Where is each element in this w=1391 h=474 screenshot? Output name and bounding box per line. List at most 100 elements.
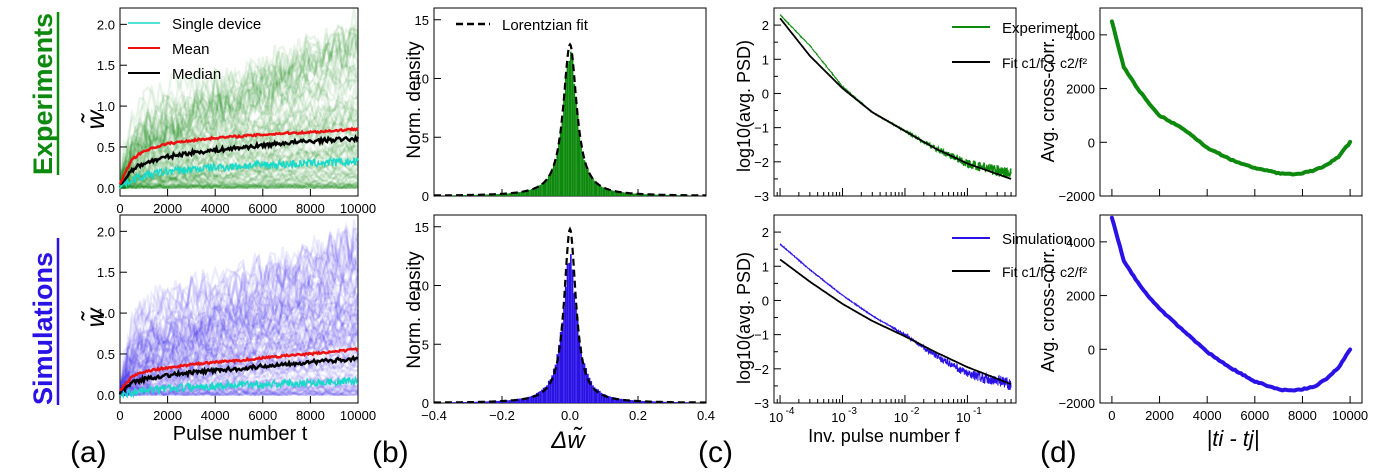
a-sim-axes: 0.0 0.5 1.0 1.5 2.0 0 2000 4000 6000 8000 10000 — [97, 214, 376, 423]
b-exp-histogram-bar — [519, 192, 521, 196]
c-sim-xtick-exponent: -3 — [848, 406, 857, 417]
b-exp-histogram-bar — [614, 191, 616, 196]
b-exp-histogram-bar — [532, 188, 535, 196]
a-sim-device-trace — [118, 269, 360, 387]
b-exp-histogram-bar — [615, 191, 618, 196]
a-exp-device-trace — [119, 23, 359, 173]
b-sim-histogram-bar — [588, 377, 591, 403]
b-sim-histogram-bar — [665, 401, 667, 403]
a-sim-device-trace — [118, 314, 359, 394]
a-exp-device-trace — [119, 183, 359, 190]
a-exp-device-trace — [119, 8, 360, 178]
d-sim-xtick-label: 10000 — [1332, 408, 1368, 423]
b-sim-histogram-bar — [629, 400, 632, 403]
b-sim-histogram-bar — [631, 400, 633, 403]
b-exp-histogram-bar — [626, 192, 628, 196]
a-exp-device-trace — [118, 104, 359, 189]
b-exp-histogram-bar — [593, 180, 596, 196]
b-exp-histogram-bar — [583, 160, 586, 196]
a-sim-device-trace — [119, 359, 358, 396]
b-sim-histogram-bar — [585, 367, 587, 403]
b-exp-histogram-bar — [554, 159, 557, 196]
b-exp-histogram-bar — [515, 192, 518, 196]
a-exp-xtick-label: 4000 — [201, 201, 230, 216]
b-sim-histogram-bar — [604, 394, 606, 403]
legend-c-sim-fit: Fit c1/f + c2/f² — [1002, 264, 1088, 280]
b-exp-histogram-bar — [517, 192, 519, 196]
b-sim-xtick-label: 0.0 — [561, 408, 579, 423]
a-sim-device-trace — [119, 312, 359, 393]
b-sim-ytick-label: 0 — [422, 396, 429, 411]
b-exp-histogram-bar — [486, 194, 489, 196]
a-sim-device-trace — [119, 334, 360, 394]
b-exp-axes: 0 5 10 15 — [415, 7, 707, 204]
a-sim-device-trace — [118, 245, 360, 396]
a-exp-device-trace — [119, 159, 359, 187]
panel-c-exp-ylabel: log10(avg. PSD) — [734, 40, 754, 172]
c-exp-axes: −3 −2 −1 0 1 2 — [754, 7, 1017, 204]
a-sim-device-trace — [118, 294, 360, 396]
b-sim-xtick-label: 0.2 — [629, 408, 647, 423]
b-sim-lorentzian-fit — [434, 226, 706, 404]
c-exp-ytick-label: 2 — [762, 18, 769, 33]
b-sim-histogram-bar — [537, 391, 540, 403]
c-exp-ytick-label: −3 — [754, 189, 769, 204]
b-exp-histogram-bar — [498, 193, 501, 196]
a-sim-ytick-label: 1.5 — [97, 265, 115, 280]
b-exp-histogram-bar — [607, 189, 610, 196]
a-sim-xtick-label: 4000 — [201, 408, 230, 423]
d-exp-ytick-label: 0 — [1088, 135, 1095, 150]
a-exp-device-trace — [119, 179, 359, 190]
a-exp-device-trace — [118, 64, 360, 180]
c-sim-ytick-label: 1 — [762, 259, 769, 274]
b-exp-histogram-bar — [677, 195, 679, 196]
a-exp-single-device-line — [119, 155, 359, 189]
a-sim-device-trace — [118, 300, 359, 392]
a-sim-xtick-label: 0 — [116, 408, 123, 423]
b-exp-histogram-bar — [609, 189, 611, 196]
b-sim-histogram-bar — [609, 396, 611, 403]
b-exp-histogram-bar — [534, 188, 536, 196]
a-exp-device-trace — [118, 26, 359, 188]
b-sim-ytick-label: 15 — [415, 220, 429, 235]
c-sim-xtick-label: 10 — [831, 410, 845, 425]
a-sim-xtick-label: 2000 — [153, 408, 182, 423]
b-exp-histogram-bar — [505, 193, 508, 196]
b-sim-histogram-bar — [524, 397, 526, 403]
b-sim-histogram-bar — [547, 380, 550, 403]
a-exp-device-trace — [118, 22, 360, 189]
c-sim-xtick-exponent: -4 — [786, 406, 795, 417]
b-sim-histogram-bar — [561, 322, 564, 403]
a-exp-device-trace — [118, 60, 359, 188]
a-sim-device-trace — [120, 390, 359, 397]
b-sim-histogram-bar — [597, 389, 599, 403]
b-sim-histogram-bar — [507, 400, 509, 403]
b-sim-histogram-bar — [563, 308, 565, 403]
b-sim-ytick-label: 10 — [415, 279, 429, 294]
a-exp-device-trace — [118, 50, 360, 188]
a-exp-axes: 0.0 0.5 1.0 1.5 2.0 0 2000 4000 6000 8000 10000 — [97, 7, 376, 216]
b-exp-histogram-bar — [632, 193, 635, 196]
a-exp-device-trace — [119, 183, 359, 190]
a-exp-device-trace — [120, 180, 359, 190]
b-exp-histogram-bar — [530, 189, 533, 196]
d-exp-frame — [1099, 7, 1363, 197]
b-exp-histogram-bar — [541, 183, 543, 196]
b-sim-histogram-bar — [615, 397, 618, 403]
d-sim-frame — [1099, 214, 1363, 404]
a-sim-device-trace — [119, 298, 360, 393]
b-sim-xtick-label: −0.4 — [421, 408, 447, 423]
d-sim-ytick-label: −2000 — [1058, 396, 1095, 411]
a-exp-device-trace — [119, 135, 359, 185]
b-exp-histogram-bar — [629, 193, 632, 196]
b-exp-histogram — [451, 51, 689, 197]
d-sim-ytick-label: 4000 — [1066, 235, 1095, 250]
b-sim-histogram-bar — [462, 401, 465, 403]
b-exp-ytick-label: 15 — [415, 13, 429, 28]
a-exp-device-trace — [119, 173, 359, 190]
b-exp-histogram-bar — [576, 112, 579, 196]
b-sim-histogram-bar — [583, 363, 586, 403]
d-sim-cross-corr-line — [1109, 215, 1353, 393]
a-exp-device-trace — [119, 183, 359, 190]
